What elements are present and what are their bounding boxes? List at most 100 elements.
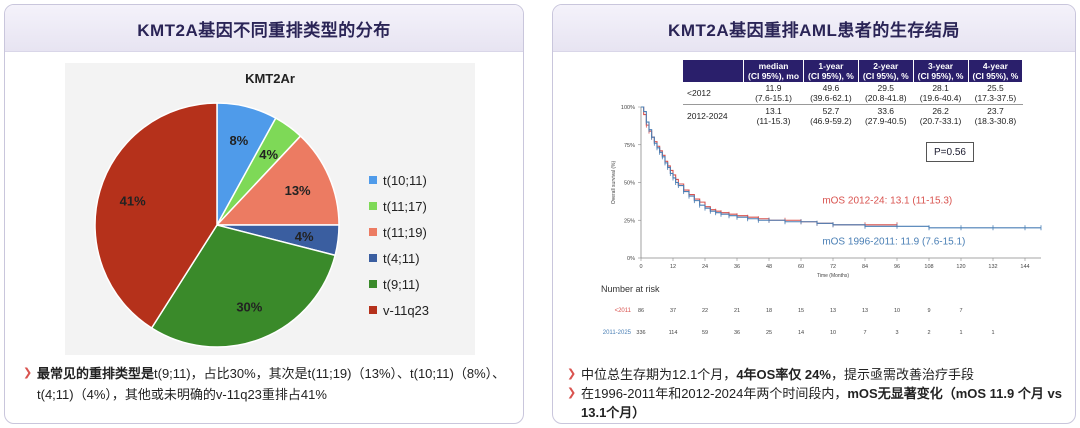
y-axis-label: Overall survival (%) (611, 160, 617, 204)
pie-slice-v-11q23 (94, 102, 218, 330)
table-cell: 23.7 (18.3-30.8) (974, 106, 1017, 126)
survival-summary: ❯ 中位总生存期为12.1个月，4年OS率仅 24%，提示亟需改善治疗手段 ❯ 在1… (567, 365, 1067, 422)
x-tick-label: 60 (798, 264, 804, 270)
pie-chart: 8% 4% 13% 4% 30% 41% (94, 102, 340, 348)
legend-swatch (369, 176, 377, 184)
risk-count: 15 (798, 308, 804, 314)
x-tick-label: 108 (924, 264, 933, 270)
km-survival-chart: 0%25%50%75%100%0 12 24 36 48 60 72 84 96 108 120 13… (601, 105, 1042, 336)
risk-count: 13 (830, 308, 836, 314)
risk-count: 59 (702, 330, 708, 336)
legend-item: t(11;17) (369, 193, 429, 219)
legend-label: t(11;19) (383, 224, 427, 240)
table-corner (683, 60, 744, 82)
table-cell: 28.1 (19.6-40.4) (913, 82, 968, 105)
survival-bullet-2: ❯ 在1996-2011年和2012-2024年两个时间段内，mOS无显著变化（m… (567, 384, 1067, 422)
risk-count: 10 (894, 308, 900, 314)
pie-legend: t(10;11) t(11;17) t(11;19) t(4;11) t(9;11) v-… (369, 167, 429, 323)
survival-panel: KMT2A基因重排AML患者的生存结局 0% 25% 50% 75% 100% 0 12 24… (552, 4, 1076, 424)
table-row: <2012 11.9 (7.6-15.1) 49.6 (39.6-62.1) 29.5 (2… (683, 82, 1023, 105)
risk-count: 22 (702, 308, 708, 314)
legend-swatch (369, 254, 377, 262)
legend-item: t(9;11) (369, 271, 429, 297)
y-tick-label: 50% (624, 181, 635, 187)
legend-item: t(11;19) (369, 219, 429, 245)
table-cell: 52.7 (46.9-59.2) (810, 106, 852, 126)
risk-count: 21 (734, 308, 740, 314)
risk-count: 25 (766, 330, 772, 336)
pie-data-label: 4% (295, 229, 314, 244)
legend-swatch (369, 202, 377, 210)
risk-row-label: 2011-2025 (603, 330, 632, 336)
x-tick-label: 12 (670, 264, 676, 270)
bullet2-text-a: 在1996-2011年和2012-2024年两个时间段内， (581, 386, 848, 401)
risk-count: 336 (636, 330, 645, 336)
risk-count: 114 (669, 330, 678, 336)
x-tick-label: 120 (956, 264, 965, 270)
pie-slice-t(11;19) (215, 135, 340, 226)
table-cell: 25.5 (17.3-37.5) (968, 82, 1023, 105)
risk-count: 37 (670, 308, 676, 314)
risk-count: 86 (638, 308, 644, 314)
x-tick-label: 84 (862, 264, 868, 270)
y-tick-label: 75% (624, 143, 635, 149)
legend-label: v-11q23 (383, 302, 430, 318)
bullet1-bold: 4年OS率仅 24% (736, 367, 831, 382)
pie-data-label: 13% (285, 183, 311, 198)
survival-panel-title: KMT2A基因重排AML患者的生存结局 (553, 5, 1075, 52)
bullet-arrow-icon: ❯ (567, 368, 577, 380)
table-row: 2012-2024 13.1 (11-15.3) 52.7 (46.9-59.2) 33.… (683, 105, 1023, 128)
table-header: median (CI 95%), mo (743, 60, 805, 82)
bullet1-text-a: 中位总生存期为12.1个月， (581, 367, 737, 382)
table-cell: 49.6 (39.6-62.1) (803, 82, 859, 105)
legend-swatch (369, 228, 377, 236)
summary-bullet: ❯ 最常见的重排类型是t(9;11)，占比30%，其次是t(11;19)（13%）… (23, 363, 513, 405)
table-cell: 26.2 (20.7-33.1) (919, 106, 962, 126)
summary-bold-prefix: 最常见的重排类型是 (37, 366, 155, 381)
x-tick-label: 144 (1020, 264, 1029, 270)
risk-count: 1 (991, 330, 994, 336)
table-header: 3-year (CI 95%), % (913, 60, 969, 82)
risk-count: 7 (959, 308, 962, 314)
risk-count: 3 (895, 330, 898, 336)
y-tick-label: 100% (621, 105, 635, 111)
pie-chart-title: KMT2Ar (245, 71, 295, 86)
x-axis-label: Time (Months) (817, 273, 849, 279)
x-tick-label: 132 (988, 264, 997, 270)
x-tick-label: 48 (766, 264, 772, 270)
risk-count: 2 (927, 330, 930, 336)
bullet1-text-c: ，提示亟需改善治疗手段 (830, 367, 974, 382)
survival-bullet-1: ❯ 中位总生存期为12.1个月，4年OS率仅 24%，提示亟需改善治疗手段 (567, 365, 1067, 384)
distribution-panel: KMT2A基因不同重排类型的分布 KMT2Ar 8% 4% 13% 4% 30% 41% … (4, 4, 524, 424)
bullet-arrow-icon: ❯ (23, 367, 33, 379)
pie-data-label: 4% (259, 147, 278, 162)
series-label: mOS 1996-2011: 11.9 (7.6-15.1) (822, 236, 965, 247)
table-header: 2-year (CI 95%), % (858, 60, 914, 82)
legend-label: t(4;11) (383, 250, 420, 266)
legend-label: t(9;11) (383, 276, 420, 292)
pie-data-label: 41% (120, 193, 146, 208)
risk-count: 9 (927, 308, 930, 314)
legend-item: v-11q23 (369, 297, 429, 323)
table-row-label: <2012 (683, 82, 744, 105)
pie-slice-t(9;11) (150, 224, 337, 348)
table-cell: 13.1 (11-15.3) (756, 106, 791, 126)
risk-count: 7 (863, 330, 866, 336)
risk-count: 10 (830, 330, 836, 336)
pie-data-label: 30% (236, 300, 262, 315)
distribution-summary: ❯ 最常见的重排类型是t(9;11)，占比30%，其次是t(11;19)（13%）… (23, 363, 513, 405)
x-tick-label: 36 (734, 264, 740, 270)
x-tick-label: 0 (639, 264, 642, 270)
risk-count: 14 (798, 330, 804, 336)
risk-count: 13 (862, 308, 868, 314)
legend-item: t(4;11) (369, 245, 429, 271)
table-cell: 29.5 (20.8-41.8) (858, 82, 914, 105)
table-cell: 33.6 (27.9-40.5) (864, 106, 907, 126)
risk-count: 18 (766, 308, 772, 314)
risk-row-label: <2011 (615, 308, 632, 314)
risk-count: 36 (734, 330, 740, 336)
pie-chart-area: KMT2Ar 8% 4% 13% 4% 30% 41% t(10;11) t(11;17) t… (65, 63, 475, 355)
y-tick-label: 0% (627, 256, 635, 262)
legend-swatch (369, 280, 377, 288)
table-header: 1-year (CI 95%), % (803, 60, 859, 82)
